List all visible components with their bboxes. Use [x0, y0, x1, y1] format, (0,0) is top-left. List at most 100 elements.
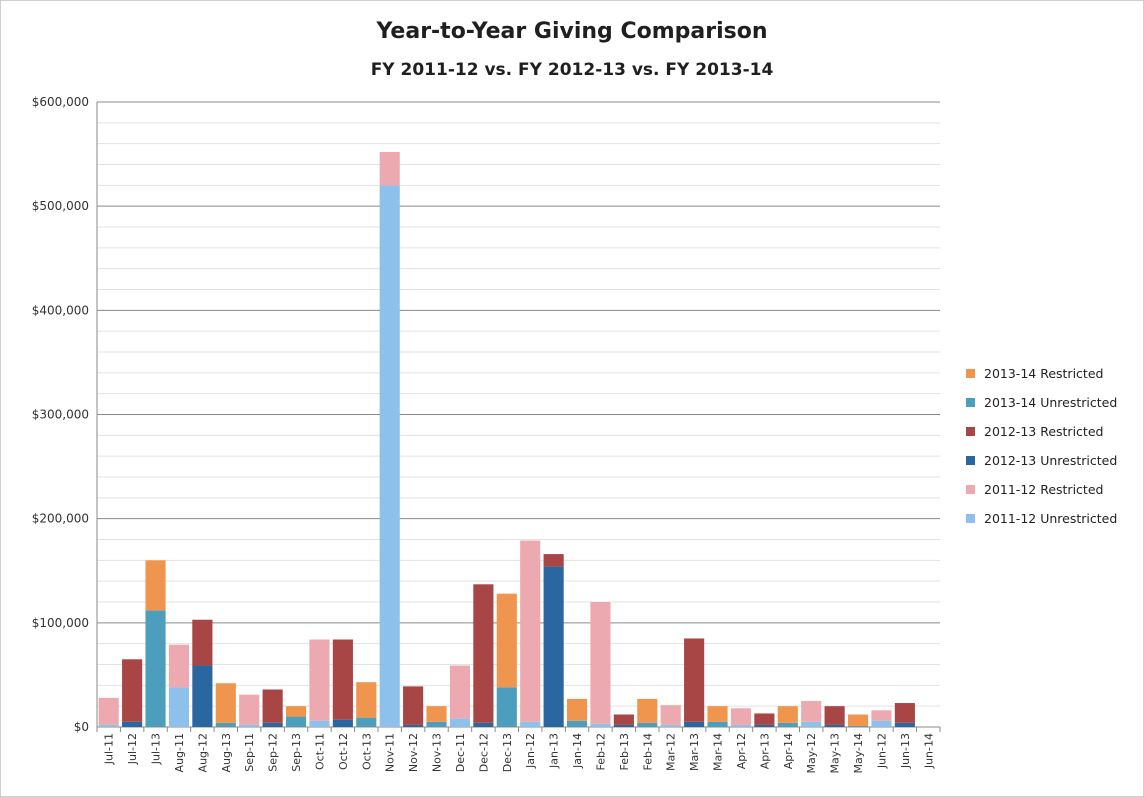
- x-tick-label: Nov-13: [431, 733, 444, 772]
- x-tick-label: Dec-11: [454, 733, 467, 772]
- legend-label: 2011-12 Restricted: [984, 482, 1104, 497]
- x-tick-label: Sep-11: [243, 733, 256, 772]
- x-tick-label: Jun-12: [875, 733, 888, 769]
- chart-title: Year-to-Year Giving Comparison: [376, 19, 768, 44]
- x-tick-label: Dec-12: [477, 733, 490, 772]
- bar-segment: [309, 720, 330, 727]
- x-tick-label: Feb-12: [594, 733, 607, 770]
- bar-segment: [122, 659, 143, 722]
- bar-segment: [730, 724, 752, 727]
- y-tick-label: $600,000: [32, 95, 89, 109]
- y-tick-label: $100,000: [32, 616, 89, 630]
- legend-label: 2011-12 Unrestricted: [984, 511, 1118, 526]
- bar-segment: [566, 720, 588, 727]
- bar-segment: [566, 698, 588, 721]
- bar-segment: [543, 554, 564, 567]
- x-tick-label: Jan-12: [524, 733, 537, 769]
- bar-segment: [309, 639, 330, 721]
- bar-segment: [894, 722, 915, 727]
- bar-segment: [98, 697, 119, 725]
- x-tick-label: May-14: [852, 733, 865, 774]
- bar-segment: [777, 722, 798, 727]
- bar-segment: [192, 619, 213, 666]
- x-tick-label: Jan-14: [571, 733, 584, 769]
- bar-segment: [356, 717, 377, 727]
- bar-segment: [145, 560, 166, 611]
- bar-segment: [192, 665, 213, 727]
- legend-swatch: [966, 456, 975, 465]
- bar-segment: [403, 724, 424, 727]
- bar-segment: [449, 665, 471, 719]
- bar-segment: [285, 716, 307, 727]
- legend-label: 2013-14 Restricted: [984, 366, 1104, 381]
- bar-segment: [777, 706, 798, 723]
- y-tick-label: $300,000: [32, 408, 89, 422]
- x-tick-label: Sep-13: [290, 733, 303, 772]
- x-tick-label: Aug-12: [196, 733, 209, 772]
- x-tick-label: May-13: [829, 733, 842, 774]
- legend-item: 2013-14 Unrestricted: [966, 388, 1142, 417]
- x-tick-label: Mar-14: [712, 733, 725, 771]
- bar-segment: [894, 703, 915, 723]
- bar-segment: [239, 724, 260, 727]
- bar-segment: [496, 687, 517, 727]
- y-tick-label: $0: [74, 720, 89, 734]
- x-tick-label: Oct-13: [360, 733, 373, 770]
- bar-segment: [684, 721, 705, 727]
- x-tick-label: Aug-13: [220, 733, 233, 772]
- bar-segment: [754, 724, 775, 727]
- legend-item: 2011-12 Restricted: [966, 475, 1142, 504]
- x-tick-label: Nov-12: [407, 733, 420, 772]
- x-tick-label: Dec-13: [501, 733, 514, 772]
- bar-segment: [215, 722, 236, 727]
- y-tick-label: $200,000: [32, 512, 89, 526]
- x-tick-label: Feb-14: [641, 733, 654, 770]
- bar-segment: [847, 714, 869, 726]
- legend-swatch: [966, 514, 975, 523]
- x-tick-label: Apr-14: [782, 733, 795, 769]
- chart-subtitle: FY 2011-12 vs. FY 2012-13 vs. FY 2013-14: [370, 60, 774, 80]
- bar-segment: [262, 689, 283, 723]
- legend-swatch: [966, 369, 975, 378]
- bar-segment: [239, 694, 260, 725]
- bar-segment: [520, 721, 541, 727]
- bar-segment: [449, 718, 471, 727]
- x-tick-label: Mar-13: [688, 733, 701, 771]
- x-tick-label: Oct-12: [337, 733, 350, 770]
- bar-segment: [660, 705, 681, 725]
- bar-segment: [332, 719, 353, 727]
- x-tick-label: Apr-13: [758, 733, 771, 769]
- bar-segment: [168, 644, 190, 688]
- bar-segment: [332, 639, 353, 720]
- bar-segment: [426, 706, 447, 722]
- x-tick-label: Jun-13: [899, 733, 912, 769]
- legend-label: 2012-13 Restricted: [984, 424, 1104, 439]
- y-tick-label: $400,000: [32, 303, 89, 317]
- bar-segment: [590, 602, 611, 724]
- bar-segment: [707, 706, 728, 722]
- legend-item: 2011-12 Unrestricted: [966, 504, 1142, 533]
- bar-segment: [801, 721, 822, 727]
- legend-label: 2013-14 Unrestricted: [984, 395, 1118, 410]
- legend-swatch: [966, 485, 975, 494]
- bar-segment: [168, 687, 190, 727]
- bar-segment: [824, 724, 845, 727]
- bar-segment: [707, 721, 728, 727]
- x-tick-label: Mar-12: [665, 733, 678, 771]
- legend-label: 2012-13 Unrestricted: [984, 453, 1118, 468]
- x-tick-label: Aug-11: [173, 733, 186, 772]
- x-tick-label: Nov-11: [384, 733, 397, 772]
- legend-swatch: [966, 427, 975, 436]
- bar-segment: [613, 714, 634, 725]
- bar-segment: [145, 610, 166, 727]
- bar-segment: [824, 706, 845, 725]
- bar-segment: [754, 713, 775, 725]
- bar-segment: [637, 698, 658, 723]
- x-tick-label: Jan-13: [548, 733, 561, 769]
- bar-segment: [215, 683, 236, 723]
- bar-segment: [684, 638, 705, 722]
- bar-segment: [98, 724, 119, 727]
- bar-segment: [122, 721, 143, 727]
- bar-segment: [496, 593, 517, 688]
- x-tick-label: Feb-13: [618, 733, 631, 770]
